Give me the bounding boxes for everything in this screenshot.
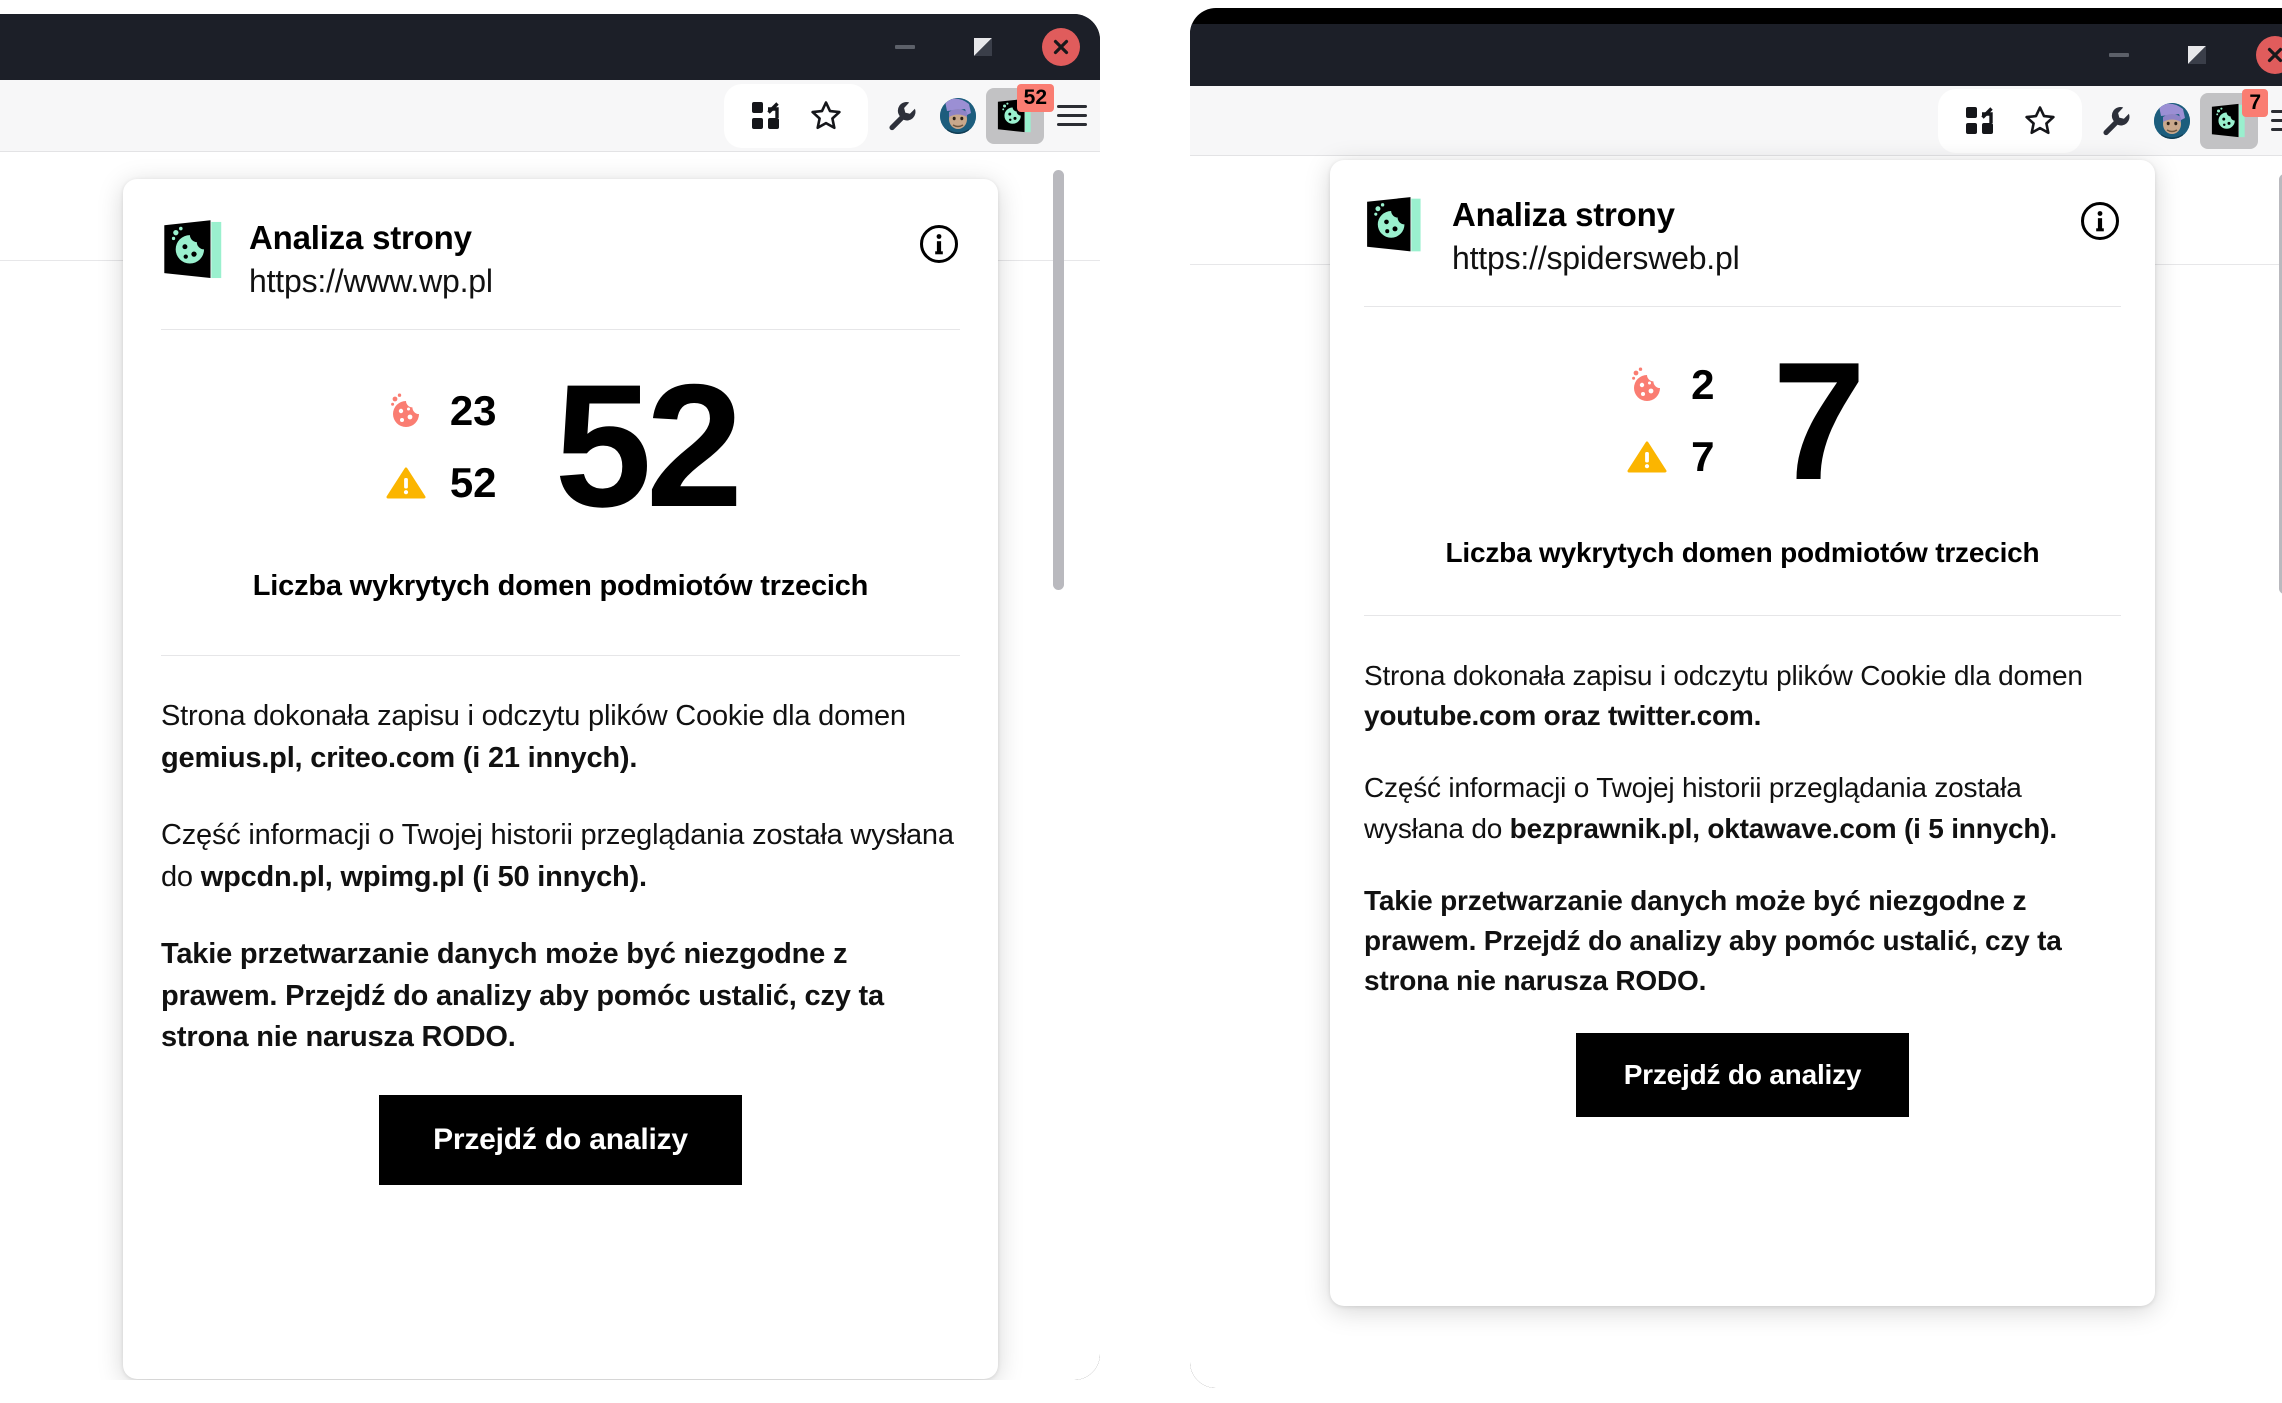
extensions-pill bbox=[724, 83, 868, 148]
avatar-icon[interactable] bbox=[930, 90, 986, 142]
extension-badge: 52 bbox=[1016, 83, 1054, 112]
stats-row: 2 7 7 bbox=[1364, 307, 2121, 515]
minimize-icon bbox=[2109, 53, 2129, 57]
apps-grid-icon[interactable] bbox=[1952, 95, 2008, 147]
minimize-icon bbox=[895, 45, 915, 49]
body-divider bbox=[161, 655, 960, 657]
legal-warning-paragraph: Takie przetwarzanie danych może być niez… bbox=[161, 938, 884, 1054]
body-divider bbox=[1364, 615, 2121, 617]
star-icon[interactable] bbox=[2012, 95, 2068, 147]
legal-warning-paragraph: Takie przetwarzanie danych może być niez… bbox=[1364, 884, 2062, 996]
hamburger-menu-icon[interactable] bbox=[1044, 90, 1100, 142]
minimize-button[interactable] bbox=[866, 14, 944, 80]
popup-header: Analiza strony https://spidersweb.pl bbox=[1364, 194, 2121, 278]
cookie-paragraph-domains: gemius.pl, criteo.com (i 21 innych). bbox=[161, 741, 638, 774]
header-divider bbox=[161, 328, 960, 330]
extension-badge: 7 bbox=[2242, 88, 2268, 117]
hamburger-lines bbox=[1057, 105, 1087, 126]
minimize-button[interactable] bbox=[2080, 22, 2158, 88]
maximize-button[interactable] bbox=[2158, 22, 2236, 88]
stats-caption: Liczba wykrytych domen podmiotów trzecic… bbox=[252, 570, 869, 603]
warning-stat: 52 bbox=[384, 461, 497, 505]
header-divider bbox=[1364, 305, 2121, 307]
info-circle-icon[interactable] bbox=[2079, 200, 2121, 242]
go-to-analysis-button[interactable]: Przejdź do analizy bbox=[1575, 1032, 1910, 1117]
restore-icon bbox=[974, 38, 992, 56]
browser-toolbar: 7 bbox=[1190, 86, 2282, 156]
restore-icon bbox=[2188, 46, 2206, 64]
warning-count: 52 bbox=[449, 459, 497, 507]
history-paragraph-text: Część informacji o Twojej historii przeg… bbox=[161, 819, 954, 893]
close-button[interactable] bbox=[2236, 22, 2282, 88]
info-circle-icon[interactable] bbox=[918, 223, 960, 265]
browser-toolbar: 52 bbox=[0, 80, 1100, 152]
title-bar bbox=[1190, 24, 2282, 86]
cookie-icon bbox=[384, 389, 428, 433]
page-scrollbar[interactable] bbox=[2279, 174, 2282, 594]
wrench-icon[interactable] bbox=[2088, 95, 2144, 147]
warning-stat: 7 bbox=[1625, 435, 1714, 479]
warning-triangle-icon bbox=[1625, 435, 1669, 479]
third-party-domain-count: 7 bbox=[1772, 326, 1865, 515]
history-paragraph: Część informacji o Twojej historii przeg… bbox=[1364, 768, 2121, 848]
wrench-icon[interactable] bbox=[874, 90, 930, 142]
extension-popup: Analiza strony https://www.wp.pl bbox=[123, 179, 998, 1379]
hamburger-lines bbox=[2271, 110, 2282, 131]
maximize-button[interactable] bbox=[944, 14, 1022, 80]
cookie-extension-icon[interactable]: 52 bbox=[986, 83, 1054, 144]
history-paragraph: Część informacji o Twojej historii przeg… bbox=[161, 815, 960, 898]
apps-grid-icon[interactable] bbox=[738, 90, 794, 142]
extensions-pill bbox=[1938, 88, 2082, 153]
star-icon[interactable] bbox=[798, 90, 854, 142]
popup-body: Strona dokonała zapisu i odczytu plików … bbox=[1364, 616, 2121, 1117]
close-button[interactable] bbox=[1022, 14, 1100, 80]
avatar-icon[interactable] bbox=[2144, 95, 2200, 147]
cta-container: Przejdź do analizy bbox=[161, 1094, 960, 1185]
title-bar bbox=[0, 14, 1100, 80]
history-paragraph-domains: bezprawnik.pl, oktawave.com (i 5 innych)… bbox=[1509, 812, 2057, 844]
hamburger-menu-icon[interactable] bbox=[2258, 95, 2282, 147]
close-icon bbox=[1042, 28, 1080, 66]
stats-column: 23 52 bbox=[384, 389, 497, 505]
page-scrollbar[interactable] bbox=[1053, 170, 1064, 590]
cookie-paragraph-text: Strona dokonała zapisu i odczytu plików … bbox=[1364, 660, 2083, 692]
cookie-count: 23 bbox=[449, 387, 497, 435]
cookie-paragraph-domains: youtube.com oraz twitter.com. bbox=[1364, 700, 1762, 732]
cookie-stat: 2 bbox=[1625, 363, 1714, 407]
cookie-paragraph: Strona dokonała zapisu i odczytu plików … bbox=[161, 696, 960, 779]
extension-popup: Analiza strony https://spidersweb.pl bbox=[1330, 160, 2155, 1306]
cookie-brand-logo bbox=[161, 217, 227, 283]
go-to-analysis-button[interactable]: Przejdź do analizy bbox=[379, 1094, 742, 1185]
browser-window-left: 52 bbox=[0, 14, 1100, 1380]
browser-window-right: 7 bbox=[1190, 8, 2282, 1388]
popup-url: https://spidersweb.pl bbox=[1452, 239, 1740, 276]
cookie-paragraph-text: Strona dokonała zapisu i odczytu plików … bbox=[161, 700, 906, 733]
stats-caption: Liczba wykrytych domen podmiotów trzecic… bbox=[1445, 537, 2040, 569]
cookie-extension-icon[interactable]: 7 bbox=[2200, 88, 2268, 149]
close-icon bbox=[2256, 36, 2282, 74]
stats-column: 2 7 bbox=[1625, 363, 1714, 479]
cookie-paragraph: Strona dokonała zapisu i odczytu plików … bbox=[1364, 656, 2121, 736]
popup-title: Analiza strony bbox=[1452, 196, 1675, 233]
history-paragraph-text: Część informacji o Twojej historii przeg… bbox=[1364, 772, 2022, 844]
stats-row: 23 52 bbox=[161, 330, 960, 544]
cta-container: Przejdź do analizy bbox=[1364, 1032, 2121, 1117]
popup-body: Strona dokonała zapisu i odczytu plików … bbox=[161, 656, 960, 1185]
warning-triangle-icon bbox=[384, 461, 428, 505]
cookie-stat: 23 bbox=[384, 389, 497, 433]
popup-header: Analiza strony https://www.wp.pl bbox=[161, 217, 960, 301]
third-party-domain-count: 52 bbox=[554, 348, 744, 544]
history-paragraph-domains: wpcdn.pl, wpimg.pl (i 50 innych). bbox=[200, 860, 647, 893]
popup-title: Analiza strony bbox=[249, 219, 472, 256]
cookie-count: 2 bbox=[1691, 361, 1715, 409]
popup-url: https://www.wp.pl bbox=[249, 262, 493, 299]
warning-count: 7 bbox=[1691, 433, 1715, 481]
cookie-brand-logo bbox=[1364, 194, 1430, 260]
cookie-icon bbox=[1625, 363, 1669, 407]
